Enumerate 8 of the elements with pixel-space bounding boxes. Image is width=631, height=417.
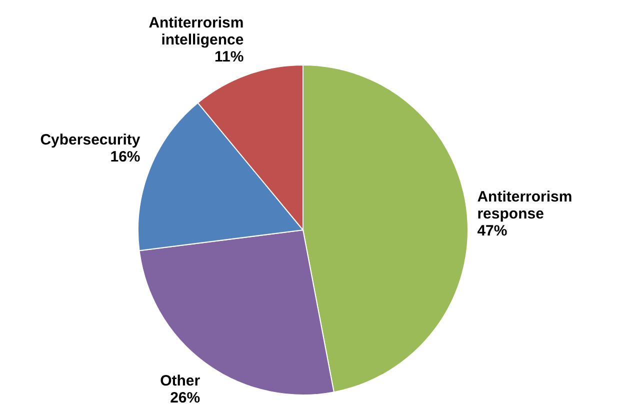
data-label: 11% xyxy=(214,48,244,66)
slice-label: Antiterrorism intelligence xyxy=(148,14,244,48)
data-label: 47% xyxy=(477,222,508,240)
slice-label: Antiterrorism response xyxy=(477,188,572,223)
data-label: 16% xyxy=(110,148,140,166)
slice-label: Cybersecurity xyxy=(40,132,141,149)
data-label: 26% xyxy=(170,390,200,407)
slice-label: Other xyxy=(160,372,200,390)
